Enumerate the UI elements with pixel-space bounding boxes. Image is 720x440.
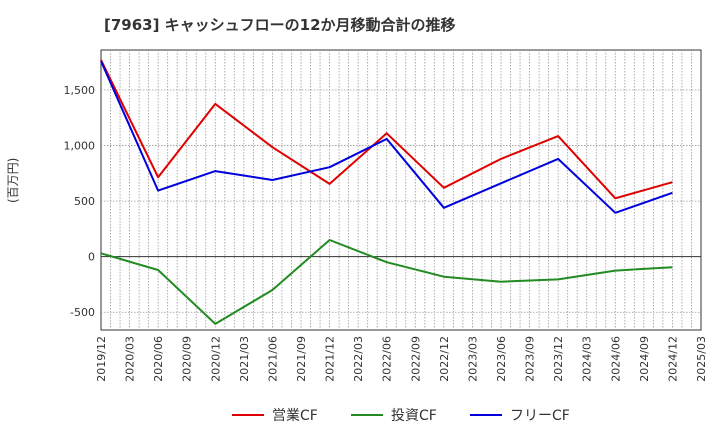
x-tick-label: 2022/03 [352, 336, 365, 382]
x-tick-label: 2025/03 [695, 336, 708, 382]
x-tick-label: 2024/03 [581, 336, 594, 382]
x-tick-label: 2021/06 [266, 336, 279, 382]
legend-label: フリーCF [510, 408, 570, 424]
x-tick-label: 2024/06 [609, 336, 622, 382]
y-tick-label: 1,500 [64, 84, 96, 97]
chart-title: [7963] キャッシュフローの12か月移動合計の推移 [104, 16, 456, 34]
y-tick-label: 0 [88, 251, 95, 264]
x-tick-label: 2022/06 [381, 336, 394, 382]
x-tick-label: 2021/12 [324, 336, 337, 382]
y-tick-label: -500 [70, 306, 95, 319]
x-tick-label: 2023/12 [552, 336, 565, 382]
x-tick-label: 2024/09 [638, 336, 651, 382]
x-tick-label: 2022/09 [409, 336, 422, 382]
legend-label: 営業CF [272, 408, 318, 424]
y-tick-label: 500 [74, 195, 95, 208]
series-line [100, 239, 673, 325]
x-tick-label: 2019/12 [95, 336, 108, 382]
y-tick-label: 1,000 [64, 140, 96, 153]
legend-label: 投資CF [391, 408, 437, 424]
x-tick-label: 2020/12 [209, 336, 222, 382]
x-tick-label: 2021/09 [295, 336, 308, 382]
series-line [100, 60, 673, 214]
x-tick-label: 2023/06 [495, 336, 508, 382]
x-tick-label: 2024/12 [666, 336, 679, 382]
x-tick-label: 2021/03 [238, 336, 251, 382]
x-tick-label: 2020/09 [181, 336, 194, 382]
x-tick-label: 2023/03 [466, 336, 479, 382]
x-tick-label: 2020/06 [152, 336, 165, 382]
plot-area [100, 49, 702, 331]
x-tick-label: 2020/03 [124, 336, 137, 382]
x-tick-label: 2022/12 [438, 336, 451, 382]
x-tick-label: 2023/09 [524, 336, 537, 382]
series-line [100, 59, 673, 200]
